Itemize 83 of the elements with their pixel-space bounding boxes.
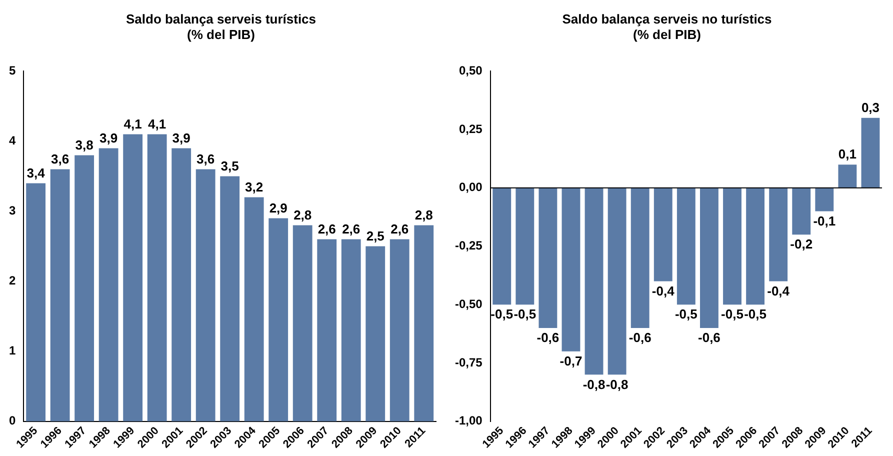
data-label: 0,1 [838,146,856,162]
data-label: -0,5 [721,306,744,322]
data-label: -0,6 [698,330,720,346]
bar [196,169,216,422]
bar [74,155,94,422]
bar [630,188,650,328]
data-label: 2,8 [414,207,433,222]
bar [700,188,718,328]
y-tick-label: -1,00 [454,414,483,428]
data-label: 3,9 [172,130,190,146]
data-label: -0,6 [536,330,560,346]
data-label: -0,2 [790,236,813,252]
y-tick-label: 1 [8,344,16,358]
data-label: -0,5 [490,306,514,322]
bar [98,148,118,422]
bar [769,188,788,282]
y-tick-label: 3 [8,204,16,218]
bar [366,246,386,422]
y-tick-label: -0,75 [454,355,483,370]
data-label: 3,9 [100,130,118,146]
data-label: 3,5 [220,158,239,174]
data-label: 3,4 [26,165,46,180]
bar [746,188,765,305]
bar [26,183,46,422]
bar [317,239,337,422]
data-label: 2,9 [269,200,288,216]
bar [414,225,434,422]
bar [723,188,742,305]
y-tick-label: 5 [8,64,16,78]
y-tick-label: -0,50 [454,296,483,311]
data-label: 2,8 [294,207,312,222]
bar [268,218,288,422]
data-label: 2,6 [318,221,336,236]
data-label: -0,5 [744,306,766,322]
data-label: -0,5 [514,306,536,322]
data-label: -0,7 [560,353,582,368]
bar [292,225,312,422]
data-label: 2,5 [366,228,384,244]
chart-title: Saldo balança serveis no turístics (% del PIB) [562,11,772,42]
data-label: 3,6 [51,151,70,166]
data-label: 3,8 [75,137,94,152]
data-label: -0,1 [813,213,836,228]
bar [341,239,361,422]
data-label: 0,3 [861,100,880,115]
data-label: 2,6 [342,221,360,236]
data-label: -0,8 [582,376,606,392]
y-tick-label: 4 [8,134,16,148]
bar [123,134,143,422]
bar [220,176,240,422]
data-label: 4,1 [148,116,166,132]
y-tick-label: 0,50 [458,64,483,78]
data-label: 3,2 [245,179,264,194]
y-tick-label: -0,25 [454,238,483,253]
data-label: 3,6 [196,151,215,166]
y-tick-label: 0,25 [458,122,483,136]
bar [608,188,626,375]
data-label: -0,6 [628,330,652,346]
bar [390,239,410,422]
data-label: 4,1 [124,116,142,132]
bar [861,118,880,188]
bar [147,134,167,422]
bar [792,188,811,235]
bar [584,188,604,375]
y-tick-label: 0,00 [458,180,483,194]
bar [516,188,534,305]
data-label: -0,5 [674,306,698,322]
bar [838,164,857,188]
y-tick-label: 2 [8,274,16,288]
bar [172,148,192,422]
bar [244,197,264,422]
data-label: 2,6 [390,221,409,236]
bar [676,188,696,305]
bar [562,188,580,352]
bar [538,188,558,328]
data-label: -0,4 [767,283,790,298]
bar [492,188,512,305]
data-label: -0,4 [652,283,676,298]
bar [654,188,672,282]
bar [50,169,70,422]
data-label: -0,8 [606,376,628,392]
bar [815,188,834,212]
chart-title: Saldo balança serveis turístics (% del PIB) [126,11,316,42]
y-tick-label: 0 [8,414,16,428]
